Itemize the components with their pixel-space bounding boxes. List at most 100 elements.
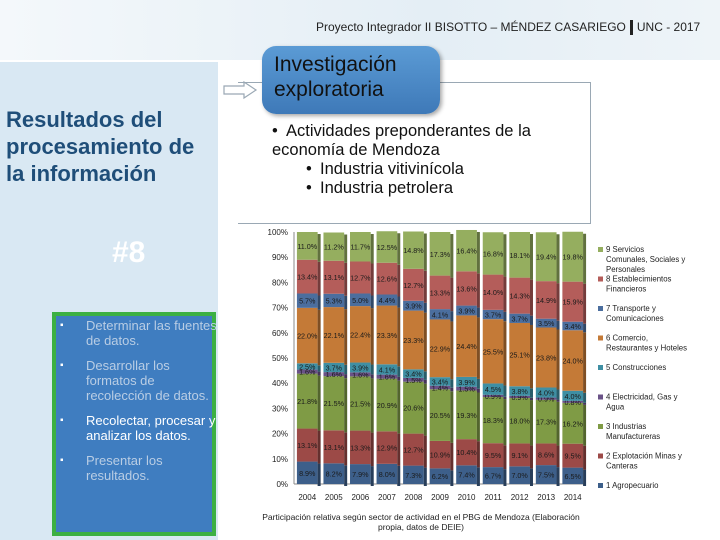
data-label: 16.8%	[483, 249, 504, 258]
legend-label-line: Manufactureras	[606, 432, 660, 441]
step-label: Determinar las fuentes de datos.	[86, 318, 217, 348]
bar-segment	[562, 443, 584, 468]
data-label: 19.8%	[563, 253, 584, 262]
bar-segment	[296, 307, 318, 364]
legend-swatch	[598, 247, 603, 252]
data-label: 13.1%	[324, 273, 345, 282]
bar-segment	[376, 374, 398, 379]
bar-segment	[456, 439, 477, 466]
bar-segment-shade	[370, 308, 374, 365]
bar-segment-shade	[583, 332, 587, 393]
bar-segment	[296, 363, 318, 370]
data-label: 14.9%	[536, 296, 557, 305]
activity-main-label: Actividades preponderantes de la economí…	[272, 122, 531, 159]
bar-segment-shade	[583, 402, 587, 405]
investigacion-box: Investigación exploratoria	[262, 46, 440, 114]
data-label: 12.6%	[377, 275, 398, 284]
bar-segment	[403, 369, 424, 378]
arrow-icon	[223, 80, 258, 100]
bar-segment-shade	[344, 465, 348, 486]
bar-segment	[296, 373, 318, 429]
bar-segment-shade	[476, 317, 480, 379]
legend-label: 2 Explotación Minas y Canteras	[606, 452, 682, 471]
bar-segment	[535, 318, 557, 328]
data-label: 12.9%	[377, 444, 398, 453]
bar-segment	[403, 300, 424, 311]
bar-segment	[482, 383, 504, 395]
bar-segment-shade	[476, 231, 480, 274]
bar-segment-shade	[476, 388, 480, 393]
x-tick-label: 2007	[378, 493, 396, 502]
steps-box	[52, 312, 216, 536]
data-label: 0.9%	[538, 395, 555, 404]
y-tick-label: 10%	[272, 455, 288, 464]
bar-segment-shade	[503, 311, 507, 322]
data-label: 17.3%	[430, 250, 451, 259]
bar-segment	[562, 390, 584, 401]
bar-segment	[482, 397, 504, 444]
bar-segment-shade	[503, 396, 507, 400]
x-tick-label: 2006	[351, 493, 369, 502]
header-project-label: Proyecto Integrador II BISOTTO – MÉNDEZ …	[316, 20, 626, 34]
data-label: 12.7%	[403, 446, 424, 455]
data-label: 19.3%	[456, 411, 477, 420]
bar-segment-shade	[556, 467, 560, 486]
bar-segment	[482, 443, 504, 468]
bar-segment	[296, 369, 318, 374]
bar-segment	[562, 281, 584, 322]
activity-sub-label: Industria petrolera	[320, 179, 453, 197]
data-label: 14.0%	[483, 288, 504, 297]
data-label: 15.9%	[563, 298, 584, 307]
bar-segment	[456, 315, 477, 377]
bar-segment	[535, 281, 557, 319]
bar-segment	[482, 232, 504, 275]
bar-segment	[296, 232, 318, 260]
legend-label: 6 Comercio, Restaurantes y Hoteles	[606, 334, 687, 353]
legend-label: 4 Electricidad, Gas y Agua	[606, 393, 678, 412]
bar-segment-shade	[397, 380, 401, 434]
data-label: 3.9%	[352, 363, 369, 372]
data-label: 13.1%	[324, 443, 345, 452]
bar-segment	[323, 307, 345, 363]
data-label: 5.3%	[326, 296, 343, 305]
data-label: 16.4%	[456, 247, 477, 256]
data-label: 11.7%	[350, 243, 370, 252]
stacked-bar-chart: 0% 10% 20% 30% 40% 50% 60% 70% 80% 90% 100% 2004 200…	[268, 228, 688, 502]
bar-segment-shade	[344, 378, 348, 433]
data-label: 22.9%	[430, 344, 451, 353]
bar-segment	[535, 327, 557, 388]
data-label: 17.3%	[536, 418, 557, 427]
y-tick-label: 90%	[272, 253, 288, 262]
legend-label-line: Restaurantes y Hoteles	[606, 344, 687, 353]
data-label: 3.7%	[485, 311, 502, 320]
bar-segment-shade	[317, 375, 321, 431]
legend-label: 1 Agropecuario	[606, 481, 659, 490]
legend-label-line: Financieros	[606, 285, 646, 294]
activity-main: • Actividades preponderantes de la econom…	[272, 122, 592, 160]
data-label: 5.7%	[299, 297, 316, 306]
y-tick-label: 50%	[272, 354, 288, 363]
bar-segment-shade	[450, 391, 454, 443]
y-tick-label: 30%	[272, 404, 288, 413]
data-label: 7.4%	[458, 471, 475, 480]
bar-segment	[509, 313, 530, 323]
bar-segment-shade	[423, 383, 427, 436]
bar-segment	[562, 330, 584, 391]
bar-segment	[323, 232, 345, 261]
data-label: 3.7%	[326, 363, 343, 372]
bar-segment	[296, 293, 318, 308]
data-label: 4.0%	[538, 389, 555, 398]
bar-segment	[296, 428, 318, 462]
step-item: ▪ Determinar las fuentes de datos.	[60, 318, 218, 348]
bar-segment-shade	[397, 296, 401, 308]
bar-segment	[350, 261, 371, 294]
bar-segment	[350, 293, 371, 307]
legend-label: 8 Establecimientos Financieros	[606, 275, 672, 294]
bar-segment	[403, 231, 424, 269]
bar-segment-shade	[370, 374, 374, 379]
activity-sub: • Industria petrolera	[272, 179, 592, 198]
bar-segment	[403, 465, 424, 484]
bar-segment-shade	[397, 307, 401, 367]
bar-segment-shade	[476, 378, 480, 389]
bar-segment-shade	[344, 234, 348, 263]
